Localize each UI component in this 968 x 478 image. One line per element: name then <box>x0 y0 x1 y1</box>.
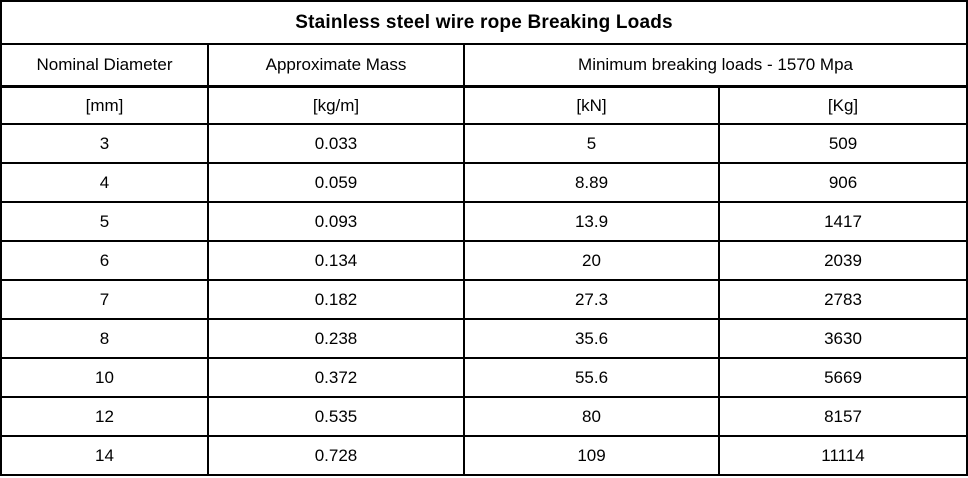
table-cell: 2039 <box>717 240 968 281</box>
unit-kn: [kN] <box>463 85 720 125</box>
table-cell: 8157 <box>717 396 968 437</box>
table-cell: 80 <box>463 396 720 437</box>
table-cell: 5 <box>0 201 209 242</box>
table-cell: 5 <box>463 123 720 164</box>
table-cell: 7 <box>0 279 209 320</box>
table-title: Stainless steel wire rope Breaking Loads <box>0 0 968 45</box>
table-cell: 35.6 <box>463 318 720 359</box>
header-min-breaking-loads: Minimum breaking loads - 1570 Mpa <box>462 43 968 88</box>
units-row: [mm] [kg/m] [kN] [Kg] <box>0 85 968 125</box>
table-row: 8 0.238 35.6 3630 <box>0 318 968 359</box>
table-cell: 8.89 <box>463 162 720 203</box>
table-cell: 0.059 <box>207 162 465 203</box>
table-cell: 2783 <box>717 279 968 320</box>
table-cell: 0.728 <box>207 435 465 476</box>
table-cell: 509 <box>717 123 968 164</box>
table-cell: 3 <box>0 123 209 164</box>
table-cell: 55.6 <box>463 357 720 398</box>
table-cell: 0.535 <box>207 396 465 437</box>
table-cell: 3630 <box>717 318 968 359</box>
table-row: 6 0.134 20 2039 <box>0 240 968 281</box>
header-approximate-mass: Approximate Mass <box>207 43 465 88</box>
unit-kg-m: [kg/m] <box>207 85 465 125</box>
table-cell: 6 <box>0 240 209 281</box>
table-cell: 0.093 <box>207 201 465 242</box>
header-nominal-diameter: Nominal Diameter <box>0 43 209 88</box>
table-row: 12 0.535 80 8157 <box>0 396 968 437</box>
table-row: 7 0.182 27.3 2783 <box>0 279 968 320</box>
table-cell: 0.238 <box>207 318 465 359</box>
table-row: 5 0.093 13.9 1417 <box>0 201 968 242</box>
table-cell: 20 <box>463 240 720 281</box>
table-cell: 906 <box>717 162 968 203</box>
table-cell: 0.033 <box>207 123 465 164</box>
table-cell: 4 <box>0 162 209 203</box>
table-row: 4 0.059 8.89 906 <box>0 162 968 203</box>
unit-kg: [Kg] <box>717 85 968 125</box>
table-cell: 1417 <box>717 201 968 242</box>
table-cell: 12 <box>0 396 209 437</box>
table-cell: 13.9 <box>463 201 720 242</box>
header-row: Nominal Diameter Approximate Mass Minimu… <box>0 43 968 88</box>
table-cell: 109 <box>463 435 720 476</box>
table-cell: 0.182 <box>207 279 465 320</box>
table-row: 10 0.372 55.6 5669 <box>0 357 968 398</box>
table-row: 14 0.728 109 11114 <box>0 435 968 476</box>
title-row: Stainless steel wire rope Breaking Loads <box>0 0 968 45</box>
table-cell: 5669 <box>717 357 968 398</box>
table-body: 3 0.033 5 509 4 0.059 8.89 906 5 0.093 13.9 1417 6 0.… <box>0 123 968 476</box>
table-cell: 0.134 <box>207 240 465 281</box>
table-cell: 27.3 <box>463 279 720 320</box>
table-cell: 14 <box>0 435 209 476</box>
table-cell: 8 <box>0 318 209 359</box>
table-cell: 11114 <box>717 435 968 476</box>
table-cell: 0.372 <box>207 357 465 398</box>
unit-mm: [mm] <box>0 85 209 125</box>
table-cell: 10 <box>0 357 209 398</box>
table-row: 3 0.033 5 509 <box>0 123 968 164</box>
